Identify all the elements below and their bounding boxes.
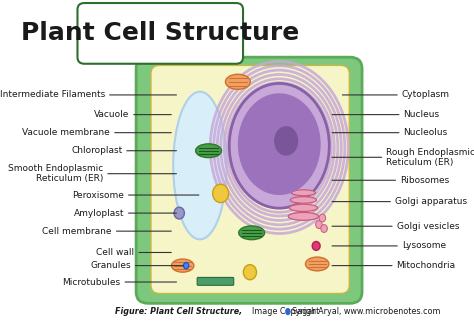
Ellipse shape — [305, 257, 329, 271]
Ellipse shape — [243, 264, 256, 280]
Ellipse shape — [290, 197, 317, 203]
Text: Lysosome: Lysosome — [401, 241, 446, 251]
Ellipse shape — [316, 221, 322, 228]
Ellipse shape — [183, 262, 189, 269]
Ellipse shape — [288, 213, 319, 220]
Ellipse shape — [174, 207, 184, 219]
Ellipse shape — [172, 259, 194, 272]
Text: Nucleolus: Nucleolus — [403, 128, 447, 137]
FancyBboxPatch shape — [197, 277, 234, 285]
Text: Peroxisome: Peroxisome — [72, 191, 124, 200]
Text: Golgi apparatus: Golgi apparatus — [395, 197, 467, 206]
Text: Cell wall: Cell wall — [96, 248, 135, 257]
Ellipse shape — [173, 92, 227, 239]
Text: Image Copyright: Image Copyright — [252, 307, 319, 316]
FancyBboxPatch shape — [151, 66, 349, 294]
Ellipse shape — [239, 226, 264, 240]
Ellipse shape — [238, 93, 320, 195]
Ellipse shape — [226, 74, 250, 89]
Ellipse shape — [312, 242, 320, 250]
Text: Microtubules: Microtubules — [63, 277, 120, 287]
Text: Cytoplasm: Cytoplasm — [401, 90, 450, 99]
Ellipse shape — [274, 126, 298, 156]
Ellipse shape — [285, 308, 291, 315]
Ellipse shape — [292, 190, 316, 196]
Text: Amyloplast: Amyloplast — [73, 209, 124, 217]
Text: Granules: Granules — [91, 261, 131, 270]
Text: Golgi vesicles: Golgi vesicles — [397, 222, 459, 231]
Text: Intermediate Filaments: Intermediate Filaments — [0, 90, 105, 99]
Text: Figure: Plant Cell Structure,: Figure: Plant Cell Structure, — [115, 307, 243, 316]
Ellipse shape — [321, 224, 328, 232]
Text: Rough Endoplasmic
Reticulum (ER): Rough Endoplasmic Reticulum (ER) — [386, 148, 474, 167]
Text: Vacuole membrane: Vacuole membrane — [22, 128, 110, 137]
Text: Nucleus: Nucleus — [403, 110, 439, 119]
Ellipse shape — [196, 144, 221, 158]
Text: Chloroplast: Chloroplast — [71, 146, 122, 155]
Ellipse shape — [319, 214, 326, 222]
Ellipse shape — [213, 184, 228, 203]
Text: Sagar Aryal, www.microbenotes.com: Sagar Aryal, www.microbenotes.com — [292, 307, 440, 316]
Ellipse shape — [289, 204, 318, 212]
Text: Plant Cell Structure: Plant Cell Structure — [21, 21, 300, 45]
Ellipse shape — [229, 83, 329, 208]
Text: Smooth Endoplasmic
Reticulum (ER): Smooth Endoplasmic Reticulum (ER) — [8, 164, 103, 183]
FancyBboxPatch shape — [77, 3, 243, 64]
Text: Ribosomes: Ribosomes — [400, 176, 449, 185]
FancyBboxPatch shape — [136, 57, 362, 303]
Text: Cell membrane: Cell membrane — [43, 227, 112, 236]
Text: Mitochondria: Mitochondria — [397, 261, 456, 270]
Text: Vacuole: Vacuole — [94, 110, 129, 119]
